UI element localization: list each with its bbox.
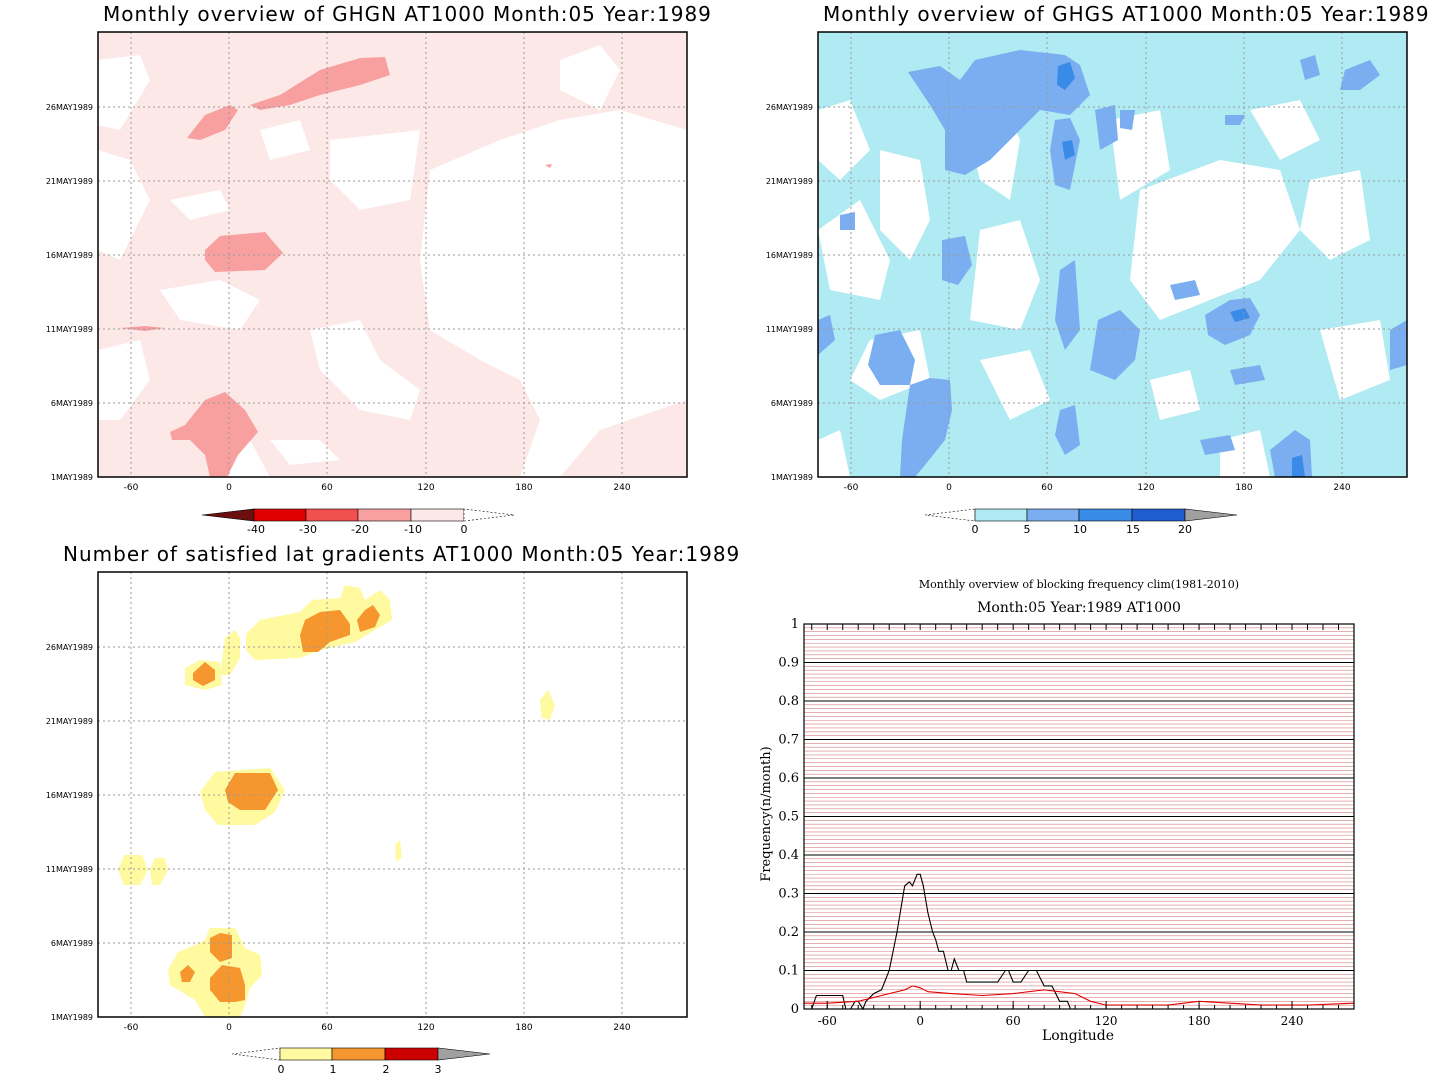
y-tick-label: 1MAY1989	[51, 1013, 93, 1022]
colorbar-label: 5	[1024, 523, 1031, 536]
colorbar-label: 3	[435, 1063, 442, 1076]
colorbar-label: 0	[278, 1063, 285, 1076]
series-line	[804, 873, 1354, 1011]
map-ghgs: -60 0 60 120 180 240 1MAY1989 6MAY1989 1…	[766, 31, 1408, 536]
x-tick-label: 60	[321, 1023, 333, 1033]
x-tick-label: 120	[417, 1023, 434, 1033]
y-tick-label: 21MAY1989	[46, 177, 93, 186]
map-ghgn: -60 0 60 120 180 240 1MAY1989 6MAY1989 1…	[46, 31, 688, 536]
x-tick-label: -60	[844, 483, 859, 493]
x-tick-label: 0	[916, 1014, 924, 1028]
y-tick-label: 11MAY1989	[46, 325, 93, 334]
y-tick-label: 21MAY1989	[46, 717, 93, 726]
x-tick-label: 180	[1235, 483, 1252, 493]
negative-patches	[120, 57, 552, 477]
y-tick-label: 0.7	[778, 733, 799, 748]
x-tick-label: 120	[1137, 483, 1154, 493]
map-title-ghgn: Monthly overview of GHGN AT1000 Month:05…	[103, 2, 712, 26]
grid-lines	[98, 572, 687, 1017]
y-tick-label: 0.9	[778, 656, 799, 671]
x-tick-label: 0	[226, 483, 232, 493]
count-2-patches	[180, 605, 380, 1002]
y-tick-label: 11MAY1989	[46, 865, 93, 874]
x-tick-label: -60	[818, 1014, 837, 1028]
colorbar-label: 1	[330, 1063, 337, 1076]
y-tick-label: 0.6	[778, 771, 799, 786]
x-tick-label: 60	[1041, 483, 1053, 493]
x-tick-label: 180	[1188, 1014, 1211, 1028]
plot-frame	[803, 623, 1355, 1010]
y-tick-label: 0.1	[778, 964, 799, 979]
x-tick-label: -60	[124, 483, 139, 493]
x-tick-label: 240	[613, 1023, 630, 1033]
y-tick-label: 0	[791, 1002, 799, 1017]
x-tick-label: 240	[1333, 483, 1350, 493]
y-tick-label: 11MAY1989	[766, 325, 813, 334]
y-tick-label: 26MAY1989	[46, 103, 93, 112]
x-tick-label: 60	[1006, 1014, 1021, 1028]
x-tick-label: 0	[946, 483, 952, 493]
y-tick-label: 0.2	[778, 925, 799, 940]
blocking-frequency-chart: Monthly overview of blocking frequency c…	[759, 578, 1355, 1044]
chart-title: Monthly overview of blocking frequency c…	[919, 578, 1239, 591]
colorbar-gradients: 0 1 2 3	[231, 1047, 491, 1076]
grid-lines	[818, 32, 1407, 477]
y-tick-label: 1MAY1989	[771, 473, 813, 482]
dark-blue-patches	[1057, 62, 1305, 477]
y-tick-label: 26MAY1989	[46, 643, 93, 652]
colorbar-label: 0	[972, 523, 979, 536]
series-line	[804, 985, 1355, 1006]
colorbar-label: -20	[351, 523, 369, 536]
x-tick-label: 240	[1281, 1014, 1304, 1028]
x-tick-label: 180	[515, 483, 532, 493]
colorbar-label: -10	[404, 523, 422, 536]
y-tick-label: 0.8	[778, 694, 799, 709]
colorbar-label: 0	[461, 523, 468, 536]
x-tick-label: 60	[321, 483, 333, 493]
y-tick-label: 16MAY1989	[766, 251, 813, 260]
colorbar-ghgn: -40 -30 -20 -10 0	[201, 508, 515, 536]
x-tick-label: 240	[613, 483, 630, 493]
y-tick-label: 16MAY1989	[46, 791, 93, 800]
x-tick-label: 120	[1095, 1014, 1118, 1028]
y-tick-label: 1	[791, 617, 799, 632]
colorbar-label: 2	[383, 1063, 390, 1076]
y-tick-label: 0.5	[778, 810, 799, 825]
chart-subtitle: Month:05 Year:1989 AT1000	[977, 600, 1181, 616]
y-tick-label: 0.3	[778, 887, 799, 902]
colorbar-label: 10	[1073, 523, 1087, 536]
y-tick-label: 1MAY1989	[51, 473, 93, 482]
y-tick-label: 6MAY1989	[51, 939, 93, 948]
y-tick-label: 26MAY1989	[766, 103, 813, 112]
colorbar-label: 15	[1126, 523, 1140, 536]
colorbar-label: -30	[299, 523, 317, 536]
map-title-gradients: Number of satisfied lat gradients AT1000…	[63, 542, 741, 566]
y-tick-label: 21MAY1989	[766, 177, 813, 186]
x-axis-label: Longitude	[1042, 1028, 1114, 1044]
y-tick-label: 0.4	[778, 848, 799, 863]
colorbar-ghgs: 0 5 10 15 20	[924, 508, 1238, 536]
colorbar-label: 20	[1178, 523, 1192, 536]
y-tick-label: 16MAY1989	[46, 251, 93, 260]
x-tick-label: 120	[417, 483, 434, 493]
x-tick-label: 180	[515, 1023, 532, 1033]
grid-lines	[98, 32, 687, 477]
y-tick-label: 6MAY1989	[771, 399, 813, 408]
map-title-ghgs: Monthly overview of GHGS AT1000 Month:05…	[823, 2, 1430, 26]
x-tick-label: 0	[226, 1023, 232, 1033]
x-tick-label: -60	[124, 1023, 139, 1033]
y-tick-label: 6MAY1989	[51, 399, 93, 408]
map-gradients: -60 0 60 120 180 240 1MAY1989 6MAY1989 1…	[46, 571, 688, 1076]
y-axis-label: Frequency(n/month)	[759, 746, 774, 881]
colorbar-label: -40	[247, 523, 265, 536]
